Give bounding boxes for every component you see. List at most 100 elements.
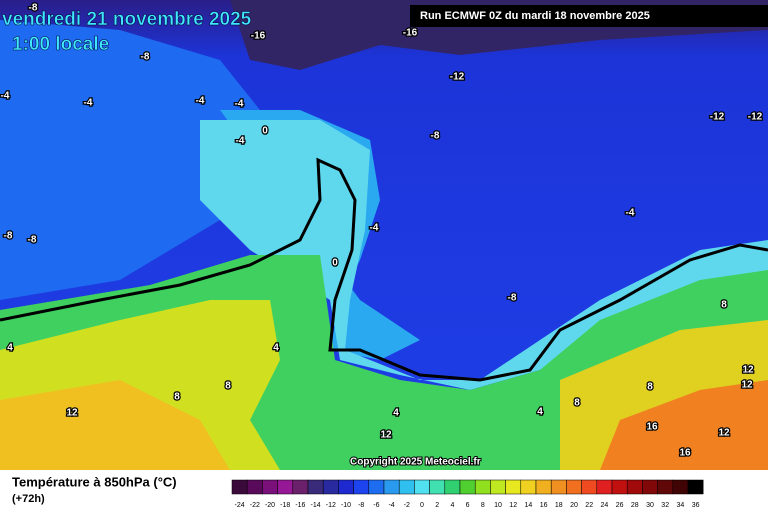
scale-swatch [611, 479, 628, 495]
scale-swatch [277, 479, 294, 495]
scale-swatch [262, 479, 278, 495]
scale-label: 6 [466, 502, 470, 509]
scale-swatch [626, 479, 643, 495]
map: -8 -16 -16 -8 -12 -4 -4 -4 -4 0 -4 -8 -12 -12 -8 -8 -4 0 -… [0, 0, 768, 470]
contour-label: -4 [196, 96, 205, 107]
contour-label: 4 [273, 343, 279, 354]
scale-swatch [231, 479, 248, 495]
contour-label: -4 [370, 223, 379, 234]
contour-label: -4 [235, 99, 244, 110]
scale-label: 20 [570, 502, 578, 509]
scale-swatch [596, 479, 613, 495]
run-info: Run ECMWF 0Z du mardi 18 novembre 2025 [420, 10, 650, 22]
scale-swatch [535, 479, 552, 495]
scale-label: 28 [631, 502, 639, 509]
contour-label: 8 [174, 392, 180, 403]
scale-label: -8 [358, 502, 364, 509]
scale-label: 30 [646, 502, 654, 509]
scale-swatch [398, 479, 415, 495]
scale-label: 16 [540, 502, 548, 509]
scale-label: -20 [265, 502, 275, 509]
contour-label: 16 [679, 448, 691, 459]
scale-swatch [520, 479, 537, 495]
scale-swatch [429, 479, 446, 495]
subtitle: 1:00 locale [12, 34, 109, 55]
scale-swatch [459, 479, 476, 495]
scale-swatch [566, 479, 582, 495]
contour-label: 4 [537, 407, 543, 418]
scale-swatch [581, 479, 598, 495]
contour-label: -12 [710, 112, 725, 123]
contour-label: 4 [393, 408, 399, 419]
contour-label: -4 [626, 208, 635, 219]
contour-label: -8 [431, 131, 440, 142]
scale-label: 36 [692, 502, 700, 509]
contour-label: 4 [7, 343, 13, 354]
scale-label: -24 [235, 502, 245, 509]
contour-label: -16 [251, 31, 266, 42]
zero-isotherm [0, 157, 768, 382]
scale-label: 32 [661, 502, 669, 509]
contour-label: 12 [718, 428, 730, 439]
color-scale: -24 -22 -20 -18 -16 -14 -12 -10 -8 -6 -4 -2 0 2 4 6 8 10 1… [231, 479, 704, 509]
scale-label: 18 [555, 502, 563, 509]
scale-label: -10 [341, 502, 351, 509]
scale-label: 12 [509, 502, 517, 509]
contour-label: -12 [748, 112, 763, 123]
scale-label: -12 [326, 502, 336, 509]
greenland-area [0, 20, 260, 300]
scale-swatch [292, 479, 309, 495]
scale-label: 2 [435, 502, 439, 509]
contour-label: 8 [721, 300, 727, 311]
orange-east [600, 380, 768, 470]
scale-label: 14 [525, 502, 533, 509]
contour-label: -4 [1, 91, 10, 102]
scale-swatch [368, 479, 385, 495]
title: vendredi 21 novembre 2025 [2, 9, 252, 30]
scale-swatch [657, 479, 674, 495]
scale-label: -6 [373, 502, 379, 509]
contour-label: 12 [380, 430, 392, 441]
scale-swatch [353, 479, 370, 495]
scale-swatch [414, 479, 430, 495]
scale-label: 10 [494, 502, 502, 509]
scale-label: 4 [450, 502, 454, 509]
scale-swatch [490, 479, 506, 495]
contour-label: -4 [84, 98, 93, 109]
contour-label: -8 [141, 52, 150, 63]
contour-label: -8 [28, 235, 37, 246]
scale-swatch [307, 479, 324, 495]
scale-label: -4 [388, 502, 394, 509]
contour-label: 8 [574, 398, 580, 409]
scale-label: 0 [420, 502, 424, 509]
contour-label: -16 [403, 28, 418, 39]
scale-label: 8 [481, 502, 485, 509]
cyan-zone [200, 120, 768, 390]
scale-swatch [550, 479, 567, 495]
scale-label: 34 [677, 502, 685, 509]
gold-zone [0, 380, 230, 470]
scale-label: 24 [601, 502, 609, 509]
scale-swatch [474, 479, 491, 495]
scale-swatch [687, 479, 704, 495]
scale-label: -18 [280, 502, 290, 509]
scale-swatch [444, 479, 461, 495]
contour-labels: -8 -16 -16 -8 -12 -4 -4 -4 -4 0 -4 -8 -12 -12 -8 -8 -4 0 -… [0, 1, 764, 460]
copyright: Copyright 2025 Meteociel.fr [350, 457, 481, 468]
scale-label: 22 [585, 502, 593, 509]
scale-swatch [322, 479, 339, 495]
scale-label: -2 [404, 502, 410, 509]
scale-swatch [642, 479, 658, 495]
scale-swatch [338, 479, 354, 495]
contour-label: -8 [4, 231, 13, 242]
scale-label: 26 [616, 502, 624, 509]
contour-label: 0 [332, 258, 338, 269]
scale-swatch [672, 479, 689, 495]
contour-label: 12 [741, 380, 753, 391]
scale-label: -14 [311, 502, 321, 509]
contour-label: -4 [236, 136, 245, 147]
scale-swatch [246, 479, 263, 495]
contour-label: -8 [29, 3, 38, 14]
legend-title: Température à 850hPa (°C) [12, 474, 177, 489]
